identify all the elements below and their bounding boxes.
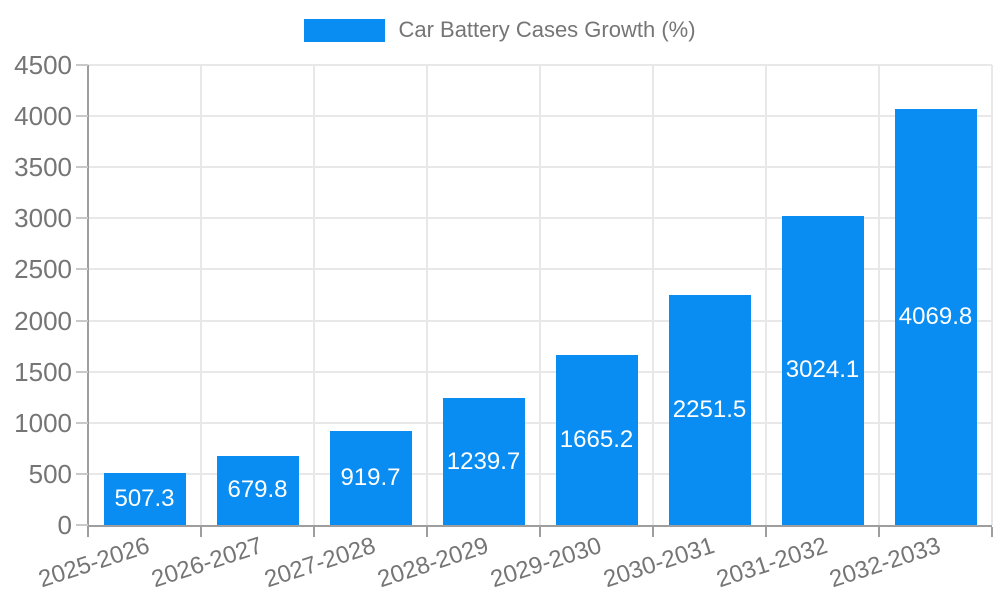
legend-item[interactable]: Car Battery Cases Growth (%)	[304, 17, 696, 43]
x-axis-tick	[765, 527, 767, 537]
y-axis-tick	[76, 370, 88, 373]
y-axis-tick	[76, 268, 88, 271]
x-axis-tick	[652, 527, 654, 537]
vertical-gridline	[426, 65, 428, 525]
x-axis-category-label: 2031-2032	[713, 532, 831, 594]
bar-value-label: 679.8	[227, 476, 288, 504]
bar-2027-2028[interactable]: 919.7	[329, 431, 412, 525]
bar-value-label: 507.3	[114, 484, 175, 512]
y-axis-tick	[76, 166, 88, 169]
x-axis-tick	[991, 527, 993, 537]
x-axis-tick	[87, 527, 89, 537]
x-axis-category-label: 2032-2033	[826, 532, 944, 594]
bar-value-label: 1239.7	[446, 447, 521, 475]
x-axis-category-label: 2030-2031	[600, 532, 718, 594]
y-axis-tick-label: 4000	[14, 101, 72, 132]
y-axis-tick-label: 0	[57, 510, 72, 540]
y-axis-tick-label: 1000	[14, 407, 72, 438]
bar-value-label: 919.7	[340, 463, 401, 491]
y-axis-tick	[76, 472, 88, 475]
x-axis-tick	[426, 527, 428, 537]
bar-2030-2031[interactable]: 2251.5	[668, 294, 751, 525]
vertical-gridline	[539, 65, 541, 525]
x-axis-tick	[878, 527, 880, 537]
x-axis-tick	[539, 527, 541, 537]
bar-value-label: 3024.1	[785, 356, 860, 384]
vertical-gridline	[765, 65, 767, 525]
x-axis-line	[88, 525, 992, 527]
x-axis-category-label: 2029-2030	[487, 532, 605, 594]
x-axis-category-label: 2028-2029	[374, 532, 492, 594]
x-axis-category-label: 2026-2027	[148, 532, 266, 594]
bar-2025-2026[interactable]: 507.3	[103, 473, 186, 525]
bar-2032-2033[interactable]: 4069.8	[894, 108, 977, 525]
vertical-gridline	[200, 65, 202, 525]
y-axis-tick	[76, 421, 88, 424]
y-axis-tick	[76, 319, 88, 322]
y-axis-tick-label: 500	[28, 458, 72, 489]
vertical-gridline	[652, 65, 654, 525]
chart-legend: Car Battery Cases Growth (%)	[0, 17, 1000, 43]
y-axis-tick-label: 2000	[14, 305, 72, 336]
y-axis-tick-label: 4500	[14, 50, 72, 80]
y-axis-tick	[76, 115, 88, 118]
legend-color-swatch	[304, 18, 386, 42]
y-axis-tick-label: 3000	[14, 203, 72, 234]
bar-2026-2027[interactable]: 679.8	[216, 455, 299, 525]
bar-2028-2029[interactable]: 1239.7	[442, 398, 525, 525]
bar-value-label: 4069.8	[898, 302, 973, 330]
vertical-gridline	[878, 65, 880, 525]
y-axis-tick-label: 3500	[14, 152, 72, 183]
x-axis-tick	[313, 527, 315, 537]
y-axis-tick	[76, 524, 88, 526]
vertical-gridline	[313, 65, 315, 525]
bar-2031-2032[interactable]: 3024.1	[781, 215, 864, 525]
plot-area: 507.3 679.8 919.7 1239.7 1665.2 2251.5 3024.1 4…	[88, 64, 993, 525]
legend-series-label: Car Battery Cases Growth (%)	[398, 17, 696, 42]
y-axis-line	[87, 65, 89, 537]
y-axis-tick-label: 1500	[14, 356, 72, 387]
x-axis-category-label: 2025-2026	[35, 532, 153, 594]
bar-value-label: 1665.2	[559, 425, 634, 453]
y-axis-tick-label: 2500	[14, 254, 72, 285]
y-axis-tick	[76, 217, 88, 220]
bar-value-label: 2251.5	[672, 395, 747, 423]
x-axis-tick	[200, 527, 202, 537]
bar-2029-2030[interactable]: 1665.2	[555, 354, 638, 525]
y-axis-tick	[76, 64, 88, 66]
x-axis-category-label: 2027-2028	[261, 532, 379, 594]
vertical-gridline	[991, 65, 993, 525]
